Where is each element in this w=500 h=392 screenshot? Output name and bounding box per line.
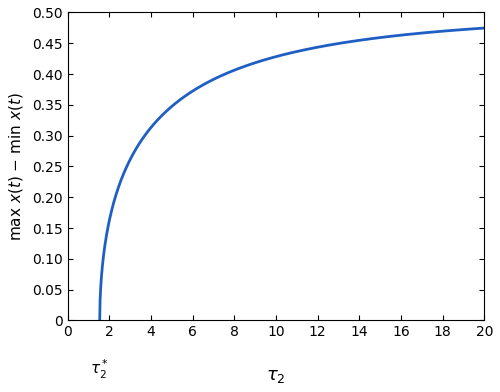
- Text: $\tau_2^*$: $\tau_2^*$: [90, 358, 109, 381]
- Y-axis label: max $x(t)$ $-$ min $x(t)$: max $x(t)$ $-$ min $x(t)$: [7, 92, 25, 241]
- X-axis label: $\tau_2$: $\tau_2$: [266, 367, 285, 385]
